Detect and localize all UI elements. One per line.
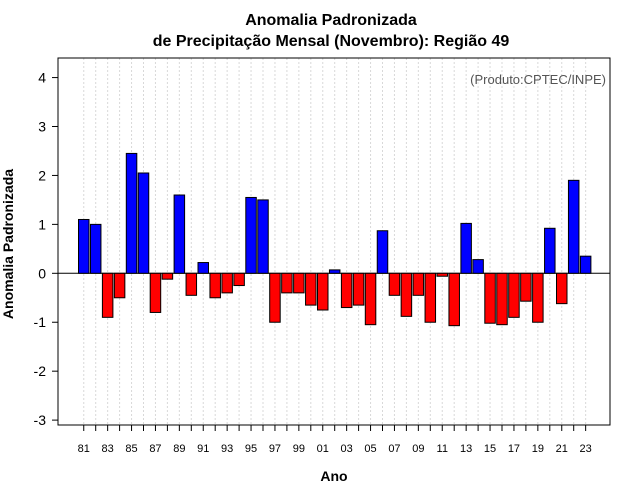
- bar-88: [161, 272, 174, 280]
- x-tick-label-07: 07: [388, 443, 400, 455]
- chart-title: Anomalia Padronizada: [245, 12, 417, 29]
- bar-96: [257, 199, 269, 274]
- x-tick-label-81: 81: [78, 443, 90, 455]
- bar-08: [400, 272, 413, 317]
- bar-94: [233, 272, 245, 287]
- bar-10: [424, 272, 437, 323]
- y-tick-label-0: 0: [38, 265, 46, 281]
- x-tick-label-17: 17: [508, 443, 520, 455]
- bars: [78, 152, 592, 327]
- x-tick-label-15: 15: [484, 443, 496, 455]
- y-tick-label--1: -1: [34, 314, 47, 330]
- bar-81: [78, 218, 90, 274]
- bar-21: [556, 272, 568, 305]
- bar-84: [113, 272, 126, 299]
- bar-03: [340, 272, 353, 309]
- bar-06: [376, 230, 389, 274]
- bar-16: [496, 272, 508, 326]
- bar-91: [197, 262, 209, 274]
- bar-07: [388, 272, 401, 296]
- x-tick-label-23: 23: [580, 443, 592, 455]
- x-tick-label-03: 03: [341, 443, 353, 455]
- bar-82: [89, 223, 102, 274]
- bar-01: [317, 272, 329, 311]
- bar-86: [137, 172, 150, 274]
- bar-02: [328, 269, 341, 274]
- y-axis-title: Anomalia Padronizada: [0, 169, 16, 319]
- y-axis: -3 -2 -1 0 1 2 3 4: [34, 70, 58, 428]
- x-tick-label-05: 05: [364, 443, 376, 455]
- plot-frame: [57, 57, 611, 426]
- bar-93: [221, 272, 233, 294]
- grid-lines: [83, 58, 587, 425]
- x-tick-label-89: 89: [173, 443, 185, 455]
- x-tick-label-97: 97: [269, 443, 281, 455]
- x-axis: 81 83 85 87 89 91 93 95 97 99 01 03 05 07 09 11 13 15 17 19…: [78, 425, 592, 455]
- bar-97: [269, 272, 281, 323]
- bar-00: [305, 272, 317, 306]
- y-tick-label-3: 3: [38, 119, 46, 135]
- y-tick-label--2: -2: [34, 363, 47, 379]
- x-tick-label-19: 19: [532, 443, 544, 455]
- y-tick-label-1: 1: [38, 216, 46, 232]
- x-tick-label-01: 01: [317, 443, 329, 455]
- bar-23: [579, 255, 592, 274]
- x-tick-label-93: 93: [221, 443, 233, 455]
- x-tick-label-95: 95: [245, 443, 257, 455]
- bar-22: [567, 179, 580, 274]
- bar-14: [472, 259, 484, 274]
- bar-95: [245, 196, 257, 274]
- bar-09: [412, 272, 425, 296]
- x-tick-label-87: 87: [149, 443, 161, 455]
- x-tick-label-91: 91: [197, 443, 209, 455]
- bar-98: [281, 272, 293, 294]
- bar-05: [364, 272, 377, 326]
- credit-text: (Produto:CPTEC/INPE): [470, 72, 606, 87]
- bar-18: [520, 272, 532, 302]
- bar-85: [125, 152, 138, 274]
- x-tick-label-09: 09: [412, 443, 424, 455]
- bar-90: [185, 272, 198, 296]
- bar-13: [460, 222, 472, 274]
- x-axis-title: Ano: [320, 468, 347, 484]
- bar-04: [352, 272, 365, 306]
- bar-89: [173, 194, 186, 274]
- bar-19: [532, 272, 544, 323]
- chart-subtitle: de Precipitação Mensal (Novembro): Regiã…: [153, 33, 510, 50]
- bar-87: [149, 272, 162, 313]
- y-tick-label-4: 4: [38, 70, 46, 86]
- x-tick-label-99: 99: [293, 443, 305, 455]
- y-tick-label--3: -3: [34, 412, 47, 428]
- bar-20: [544, 227, 556, 274]
- x-tick-label-11: 11: [437, 443, 448, 455]
- bar-12: [448, 272, 460, 327]
- bar-11: [436, 272, 448, 277]
- y-tick-label-2: 2: [38, 167, 46, 183]
- bar-99: [293, 272, 305, 294]
- bar-83: [101, 272, 114, 318]
- x-tick-label-13: 13: [460, 443, 472, 455]
- bar-17: [508, 272, 520, 318]
- bar-15: [484, 272, 496, 324]
- x-tick-label-21: 21: [556, 443, 568, 455]
- x-tick-label-85: 85: [125, 443, 137, 455]
- x-tick-label-83: 83: [102, 443, 114, 455]
- bar-92: [209, 272, 221, 299]
